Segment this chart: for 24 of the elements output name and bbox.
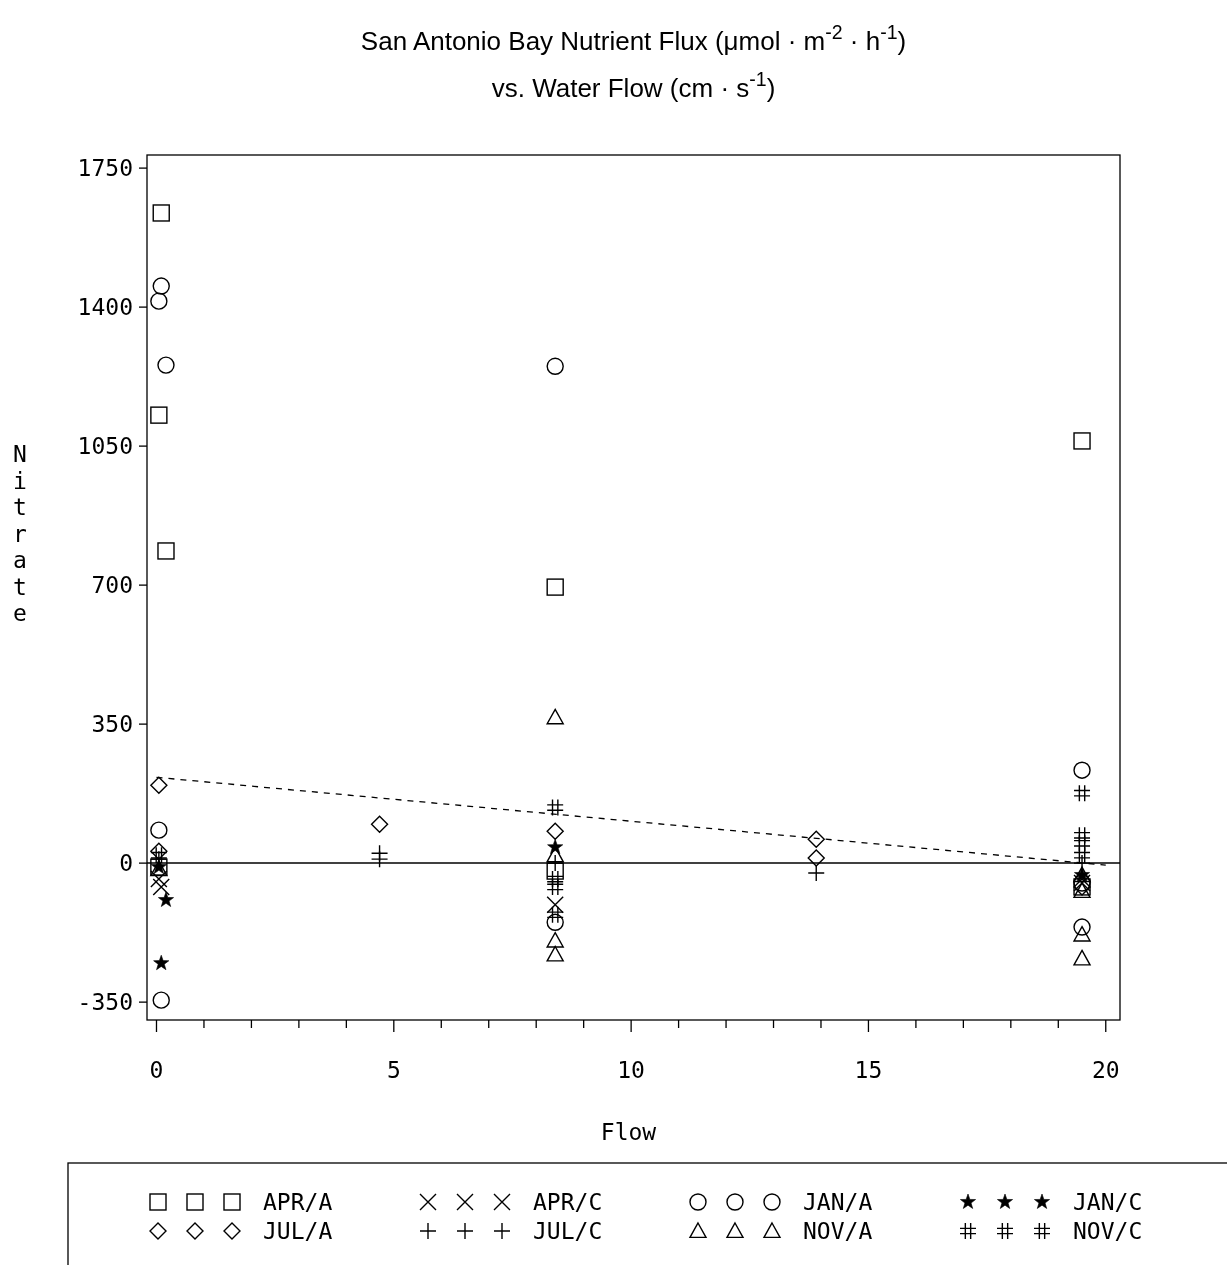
y-tick-label: 350 [91,711,133,738]
legend-label: APR/C [533,1189,603,1215]
x-axis-title: Flow [600,1119,657,1145]
legend-label: APR/A [263,1189,333,1215]
legend-label: JAN/A [803,1189,873,1215]
legend-label: JUL/A [263,1218,333,1244]
legend-label: JAN/C [1073,1189,1143,1215]
chart-title: San Antonio Bay Nutrient Flux (μmol · m$^{-2}$ · h$^{-1}$) [360,21,907,56]
y-tick-label: 1400 [77,294,133,321]
x-tick-label: 0 [149,1057,164,1083]
chart-subtitle: vs. Water Flow (cm · s$^{-1}$) [491,68,776,103]
legend-label: JUL/C [533,1218,603,1244]
y-tick-label: 700 [91,572,133,599]
y-tick-label: -350 [77,989,133,1016]
x-tick-label: 10 [617,1057,645,1083]
y-tick-label: 1750 [77,155,133,182]
legend-label: NOV/C [1073,1218,1143,1244]
y-tick-label: 1050 [77,433,133,460]
x-tick-label: 20 [1091,1057,1120,1083]
legend-label: NOV/A [803,1218,873,1244]
x-tick-label: 15 [854,1057,883,1083]
y-tick-label: 0 [119,850,133,877]
y-axis-title: Nitrate [13,441,27,626]
x-tick-label: 5 [386,1057,401,1083]
